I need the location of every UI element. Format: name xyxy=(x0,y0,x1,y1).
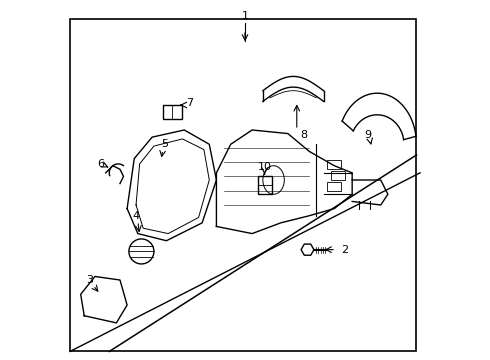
Text: 8: 8 xyxy=(300,130,308,140)
Bar xyxy=(327,160,342,169)
Text: 6: 6 xyxy=(97,159,104,169)
Text: 4: 4 xyxy=(132,211,140,221)
Text: 7: 7 xyxy=(186,98,193,108)
Text: 9: 9 xyxy=(365,130,372,140)
Text: 5: 5 xyxy=(161,139,168,149)
Bar xyxy=(331,171,345,180)
Text: 2: 2 xyxy=(342,245,348,255)
Bar xyxy=(327,182,342,191)
Text: 3: 3 xyxy=(86,275,93,285)
Text: 1: 1 xyxy=(242,11,248,21)
Text: 10: 10 xyxy=(258,162,271,172)
